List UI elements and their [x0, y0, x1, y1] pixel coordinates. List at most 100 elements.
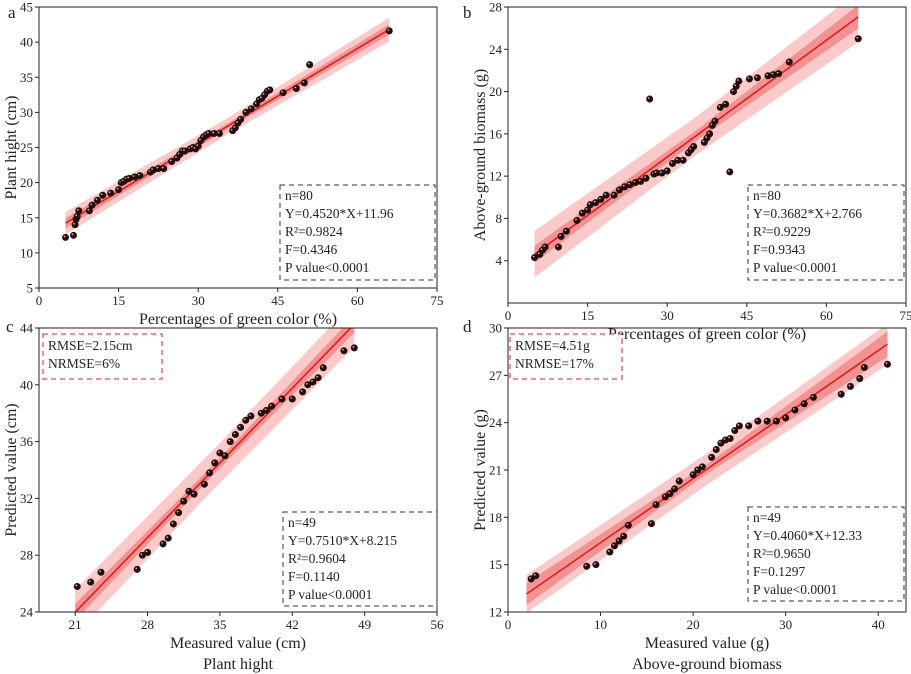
- data-point-highlight: [140, 553, 143, 556]
- x-tick-label: 42: [286, 617, 299, 632]
- data-point-highlight: [702, 140, 705, 143]
- data-point: [160, 165, 168, 173]
- y-axis-label: Above-ground biomass (g): [472, 69, 489, 241]
- panel-letter: d: [463, 317, 472, 336]
- data-point: [206, 469, 214, 477]
- data-point-highlight: [638, 179, 641, 182]
- data-point-highlight: [677, 479, 680, 481]
- data-point-highlight: [747, 76, 750, 79]
- y-tick-label: 24: [20, 605, 34, 620]
- x-tick-label: 21: [69, 617, 82, 632]
- data-point: [642, 174, 650, 182]
- stats-line: Y=0.7510*X+8.215: [288, 533, 397, 548]
- stats-line: Y=0.3682*X+2.766: [753, 206, 862, 221]
- data-point-highlight: [169, 159, 172, 162]
- panel-d: 0 10 20 30 40 12 15 18 21 24 27 30 Measured value (g…: [463, 317, 907, 673]
- x-axis-label: Percentages of green color (%): [139, 311, 337, 328]
- data-point-highlight: [691, 472, 694, 475]
- data-point: [87, 578, 95, 586]
- data-point-highlight: [776, 71, 779, 74]
- data-point-highlight: [166, 536, 169, 539]
- data-point: [573, 217, 581, 225]
- data-point-highlight: [580, 211, 583, 214]
- y-tick-label: 32: [20, 491, 33, 506]
- data-point-highlight: [654, 502, 656, 505]
- data-point: [221, 452, 229, 460]
- data-point: [115, 186, 123, 194]
- data-point: [735, 422, 743, 430]
- y-axis-label: Plant hight (cm): [3, 96, 20, 200]
- data-point-highlight: [709, 455, 712, 458]
- data-point-highlight: [710, 123, 713, 126]
- data-point: [340, 347, 348, 355]
- stats-line: F=0.4346: [285, 242, 337, 257]
- data-point: [279, 89, 287, 97]
- plot-area: [531, 7, 862, 278]
- data-point: [800, 400, 808, 408]
- data-point-highlight: [672, 487, 675, 489]
- data-point-highlight: [802, 401, 805, 404]
- y-tick-label: 16: [489, 126, 503, 141]
- data-point: [299, 388, 307, 396]
- data-point-highlight: [264, 408, 267, 411]
- data-point: [708, 453, 716, 461]
- data-point-highlight: [305, 382, 308, 385]
- data-point-highlight: [342, 348, 344, 351]
- y-axis-label: Predicted value (cm): [3, 403, 20, 536]
- data-point-highlight: [243, 418, 246, 421]
- data-point-highlight: [885, 362, 888, 365]
- data-point-highlight: [108, 191, 111, 194]
- data-point: [278, 395, 286, 403]
- data-point: [71, 221, 79, 229]
- data-point-highlight: [132, 175, 135, 177]
- data-point-highlight: [556, 245, 559, 247]
- x-tick-label: 30: [779, 617, 792, 632]
- data-point: [809, 393, 817, 401]
- data-point: [698, 463, 706, 471]
- data-point: [592, 561, 600, 569]
- data-point: [791, 406, 799, 414]
- data-point: [562, 227, 570, 235]
- data-point-highlight: [593, 200, 596, 203]
- data-point-highlight: [793, 408, 795, 410]
- data-point-highlight: [249, 106, 252, 109]
- data-point-highlight: [269, 404, 272, 406]
- data-point: [753, 74, 761, 82]
- data-point-highlight: [71, 233, 74, 236]
- data-point-highlight: [190, 145, 193, 148]
- data-point-highlight: [236, 121, 238, 123]
- data-point-highlight: [668, 491, 670, 494]
- data-point-highlight: [714, 447, 717, 450]
- x-tick-label: 0: [505, 308, 512, 323]
- stats-line: F=0.1297: [753, 564, 805, 579]
- y-tick-label: 18: [489, 510, 502, 525]
- y-tick-label: 24: [489, 415, 503, 430]
- data-point: [75, 207, 83, 215]
- panel-letter: c: [6, 317, 14, 336]
- data-point: [763, 417, 771, 425]
- data-point: [93, 196, 101, 204]
- data-point-highlight: [691, 144, 694, 147]
- data-point: [237, 115, 245, 123]
- data-point-highlight: [76, 208, 79, 211]
- stats-line: Y=0.4520*X+11.96: [285, 206, 394, 221]
- data-point-highlight: [718, 105, 721, 108]
- data-point-highlight: [588, 202, 591, 205]
- plot-frame: [38, 327, 438, 613]
- data-point-highlight: [617, 539, 619, 541]
- data-point-highlight: [90, 203, 92, 206]
- x-tick-label: 0: [505, 617, 512, 632]
- x-tick-label: 30: [192, 293, 205, 308]
- data-point-highlight: [100, 193, 103, 196]
- stats-line: R²=0.9229: [753, 224, 811, 239]
- y-tick-label: 15: [20, 210, 33, 225]
- y-tick-label: 36: [20, 434, 34, 449]
- data-point-highlight: [681, 158, 684, 161]
- stats-line: n=80: [753, 188, 781, 203]
- y-tick-label: 4: [496, 253, 503, 268]
- data-point: [231, 430, 239, 438]
- data-point: [624, 521, 632, 529]
- data-point: [237, 423, 245, 431]
- data-point-highlight: [756, 419, 758, 421]
- data-point-highlight: [584, 564, 587, 567]
